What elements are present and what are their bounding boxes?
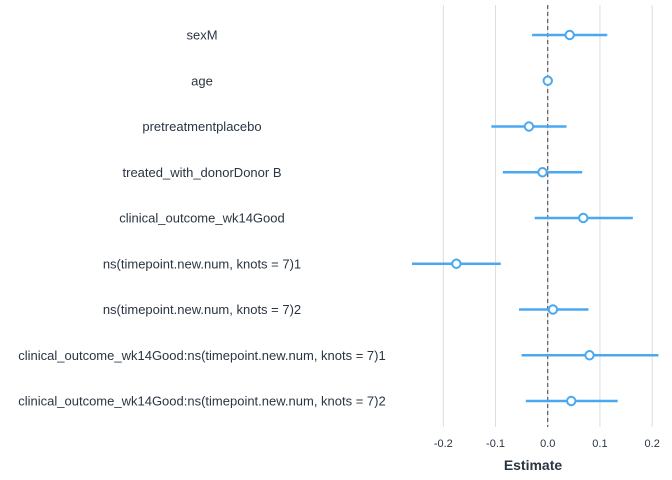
term-label-layer: sexM age pretreatmentplacebo treated_with_d… — [18, 28, 385, 409]
estimate-point — [547, 304, 559, 315]
x-tick-label: -0.2 — [434, 438, 453, 450]
estimate-point — [537, 167, 548, 178]
estimate-point — [542, 75, 553, 86]
term-label: clinical_outcome_wk14Good:ns(timepoint.n… — [18, 394, 385, 409]
term-label: age — [191, 73, 213, 88]
term-label: clinical_outcome_wk14Good:ns(timepoint.n… — [18, 348, 385, 363]
term-label: treated_with_donorDonor B — [123, 165, 282, 180]
estimate-point — [451, 258, 462, 269]
x-axis-title: Estimate — [504, 457, 563, 473]
term-label: pretreatmentplacebo — [142, 119, 261, 134]
estimate-point — [523, 121, 535, 132]
term-label: clinical_outcome_wk14Good — [119, 211, 284, 226]
term-label: sexM — [186, 28, 217, 43]
estimate-point — [578, 212, 589, 224]
estimate-point — [566, 395, 577, 407]
series-layer — [412, 29, 659, 407]
estimate-point — [584, 350, 595, 361]
term-label: ns(timepoint.new.num, knots = 7)1 — [103, 256, 301, 271]
estimate-point — [564, 29, 575, 41]
term-label: ns(timepoint.new.num, knots = 7)2 — [103, 302, 301, 317]
x-tick-layer: -0.2 -0.1 0.0 0.1 0.2 — [434, 438, 660, 450]
x-tick-label: 0.1 — [592, 438, 607, 450]
x-tick-label: 0.2 — [645, 438, 660, 450]
x-tick-label: 0.0 — [540, 438, 555, 450]
x-tick-label: -0.1 — [486, 438, 505, 450]
